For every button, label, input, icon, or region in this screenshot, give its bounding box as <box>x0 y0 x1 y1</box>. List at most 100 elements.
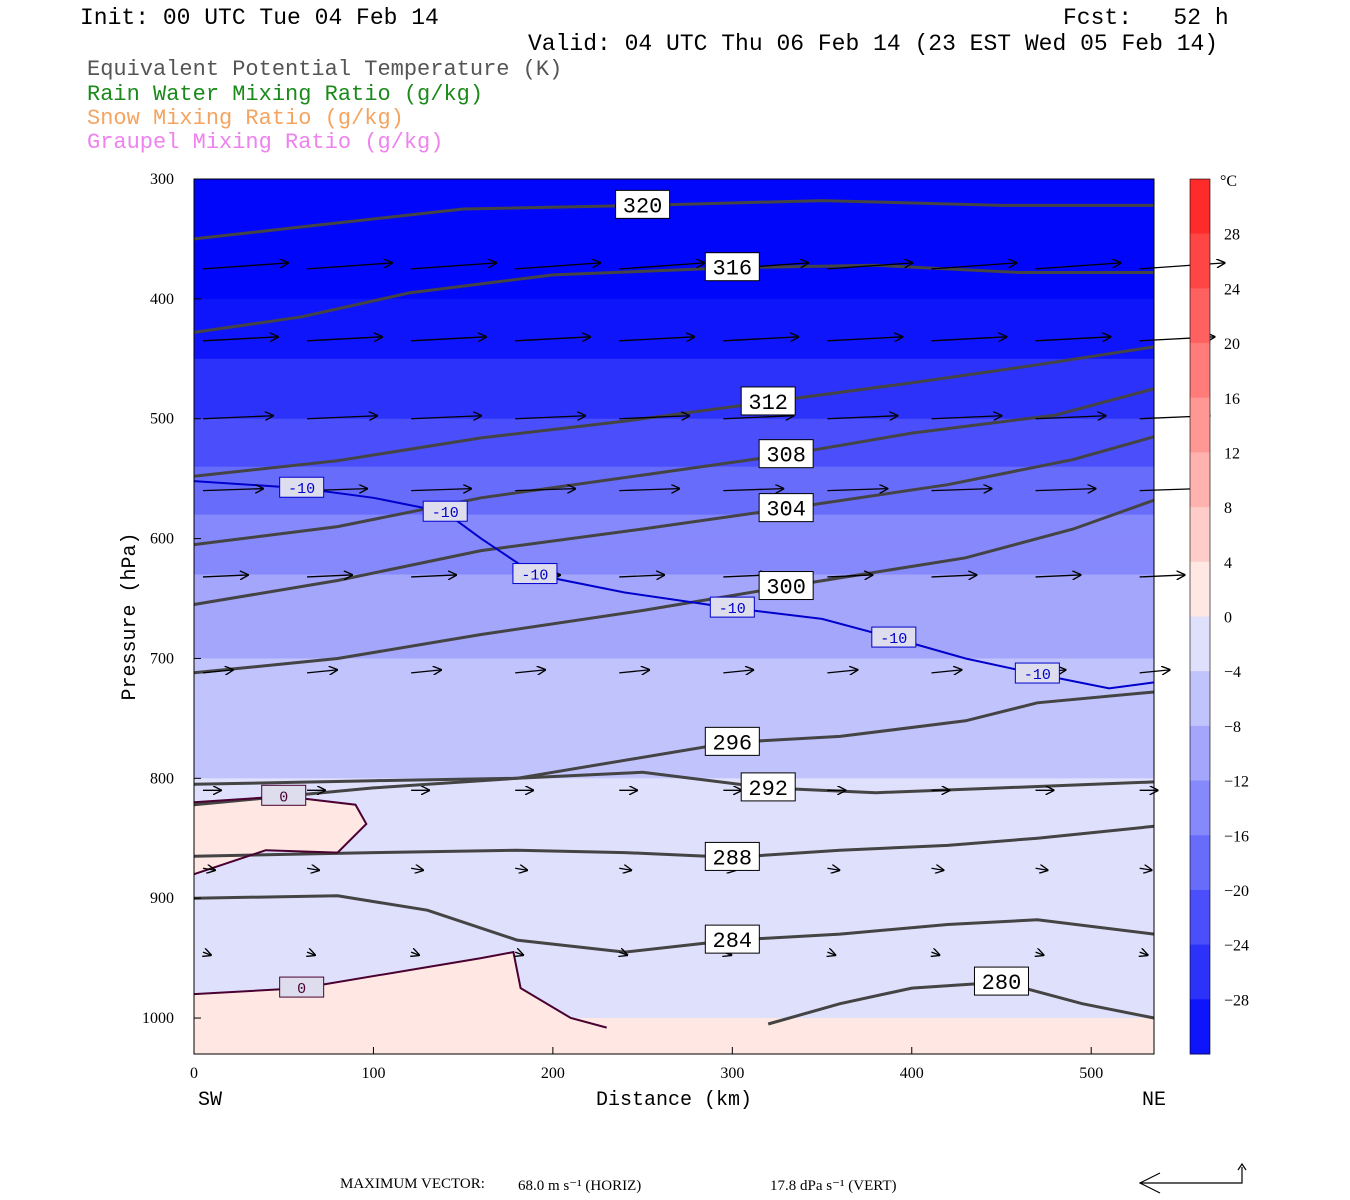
temperature-shading-band <box>194 694 1154 707</box>
contour-label-temperature: -10 <box>288 481 315 498</box>
colorbar-tick-label: −28 <box>1224 992 1249 1009</box>
contour-label-theta-e: 288 <box>713 846 753 871</box>
wind-vector <box>931 952 939 955</box>
wind-vector <box>1035 263 1121 270</box>
colorbar-segment <box>1190 835 1210 891</box>
wind-vector <box>411 868 423 870</box>
theta-e-contour <box>193 770 1155 807</box>
colorbar-segment <box>1190 616 1210 672</box>
wind-vector <box>619 263 704 270</box>
wind-vector <box>202 868 215 870</box>
colorbar-tick-label: 4 <box>1224 555 1232 572</box>
colorbar-tick-label: 24 <box>1224 281 1240 298</box>
contour-label-temperature: 0 <box>279 789 288 806</box>
temperature-shading-band <box>194 706 1154 719</box>
wind-vector <box>931 337 1006 341</box>
temperature-shading-band <box>194 826 1154 839</box>
wind-vector <box>306 670 337 673</box>
temperature-shading-band <box>194 790 1154 803</box>
temperature-shading-band <box>194 382 1154 396</box>
wind-vector <box>202 489 263 491</box>
legend-snow: Snow Mixing Ratio (g/kg) <box>87 106 404 131</box>
temperature-shading-band <box>194 538 1154 552</box>
wind-vector <box>619 416 689 419</box>
temperature-shading-band <box>194 898 1154 911</box>
legend-theta-e: Equivalent Potential Temperature (K) <box>87 57 563 82</box>
wind-vector <box>515 263 600 270</box>
contour-label-box <box>615 189 671 219</box>
wind-vector <box>203 952 211 955</box>
temperature-shading-band <box>194 658 1154 672</box>
theta-e-contour <box>193 263 1154 334</box>
temperature-shading-band <box>194 574 1154 588</box>
y-tick-label: 900 <box>150 890 174 907</box>
temperature-shading-band <box>194 454 1154 468</box>
contour-label-box <box>973 966 1029 996</box>
temperature-shading-band <box>194 778 1154 791</box>
temp-label-box <box>512 563 558 585</box>
wind-vector <box>1139 868 1152 870</box>
colorbar-segment <box>1190 452 1210 508</box>
wind-vector <box>931 263 1016 270</box>
contour-label-box <box>758 493 814 523</box>
colorbar-tick-label: −16 <box>1224 828 1249 845</box>
wind-vector <box>411 337 486 341</box>
colorbar-tick-label: 0 <box>1224 610 1232 627</box>
wind-vector <box>723 670 753 673</box>
x-tick-label: 300 <box>720 1065 744 1082</box>
temp-label-box <box>279 476 325 498</box>
temperature-shading-band <box>194 766 1154 779</box>
temperature-shading-band <box>194 802 1154 815</box>
temperature-shading-band <box>194 814 1154 827</box>
temperature-shading-band <box>194 670 1154 684</box>
colorbar-tick-label: 20 <box>1224 336 1240 353</box>
temperature-shading-band <box>194 526 1154 540</box>
contour-label-box <box>704 841 760 871</box>
temperature-shading-band <box>194 934 1154 947</box>
wind-vector <box>411 952 419 955</box>
contour-label-theta-e: 292 <box>748 777 788 802</box>
wind-vector <box>931 489 991 491</box>
x-tick-label: 400 <box>900 1065 924 1082</box>
colorbar-segment <box>1190 561 1210 617</box>
wind-vector <box>411 489 471 491</box>
wind-vector <box>931 575 976 577</box>
temperature-shading-band <box>194 370 1154 384</box>
colorbar-tick-label: 16 <box>1224 391 1240 408</box>
temperature-shading-band <box>194 754 1154 767</box>
wind-vector <box>619 575 664 577</box>
temperature-shading-band <box>194 238 1154 252</box>
contour-label-box <box>758 439 814 469</box>
temperature-shading-band <box>194 742 1154 755</box>
y-tick-label: 1000 <box>142 1010 174 1027</box>
temperature-shading-band <box>194 310 1154 324</box>
contour-label-theta-e: 280 <box>982 971 1022 996</box>
wind-vector <box>1036 952 1044 955</box>
y-tick-label: 800 <box>150 770 174 787</box>
colorbar-segment <box>1190 944 1210 1000</box>
colorbar-segment <box>1190 725 1210 782</box>
y-tick-label: 400 <box>150 291 174 308</box>
wind-vector <box>827 337 902 341</box>
contour-label-temperature: -10 <box>880 631 907 648</box>
contour-label-theta-e: 296 <box>713 731 753 756</box>
wind-vector <box>1035 489 1096 491</box>
theta-e-contour <box>193 894 1155 954</box>
wind-vector <box>723 416 793 419</box>
contour-label-theta-e: 316 <box>713 257 753 282</box>
colorbar-segment <box>1190 889 1210 946</box>
x-tick-label: 0 <box>190 1065 198 1082</box>
plot-frame <box>193 178 1155 1055</box>
legend-rain-water: Rain Water Mixing Ratio (g/kg) <box>87 82 484 107</box>
wind-vector <box>931 868 943 870</box>
wind-vector <box>931 670 961 673</box>
temperature-shading-band <box>194 682 1154 696</box>
wind-vector <box>1140 952 1148 955</box>
temperature-shading-band <box>194 430 1154 444</box>
temperature-shading-band <box>194 646 1154 660</box>
wind-vector <box>202 575 248 577</box>
colorbar-tick-label: −20 <box>1224 883 1249 900</box>
temp-label-box <box>871 626 917 648</box>
temperature-shading-band <box>194 946 1154 959</box>
wind-vector <box>1139 670 1170 673</box>
